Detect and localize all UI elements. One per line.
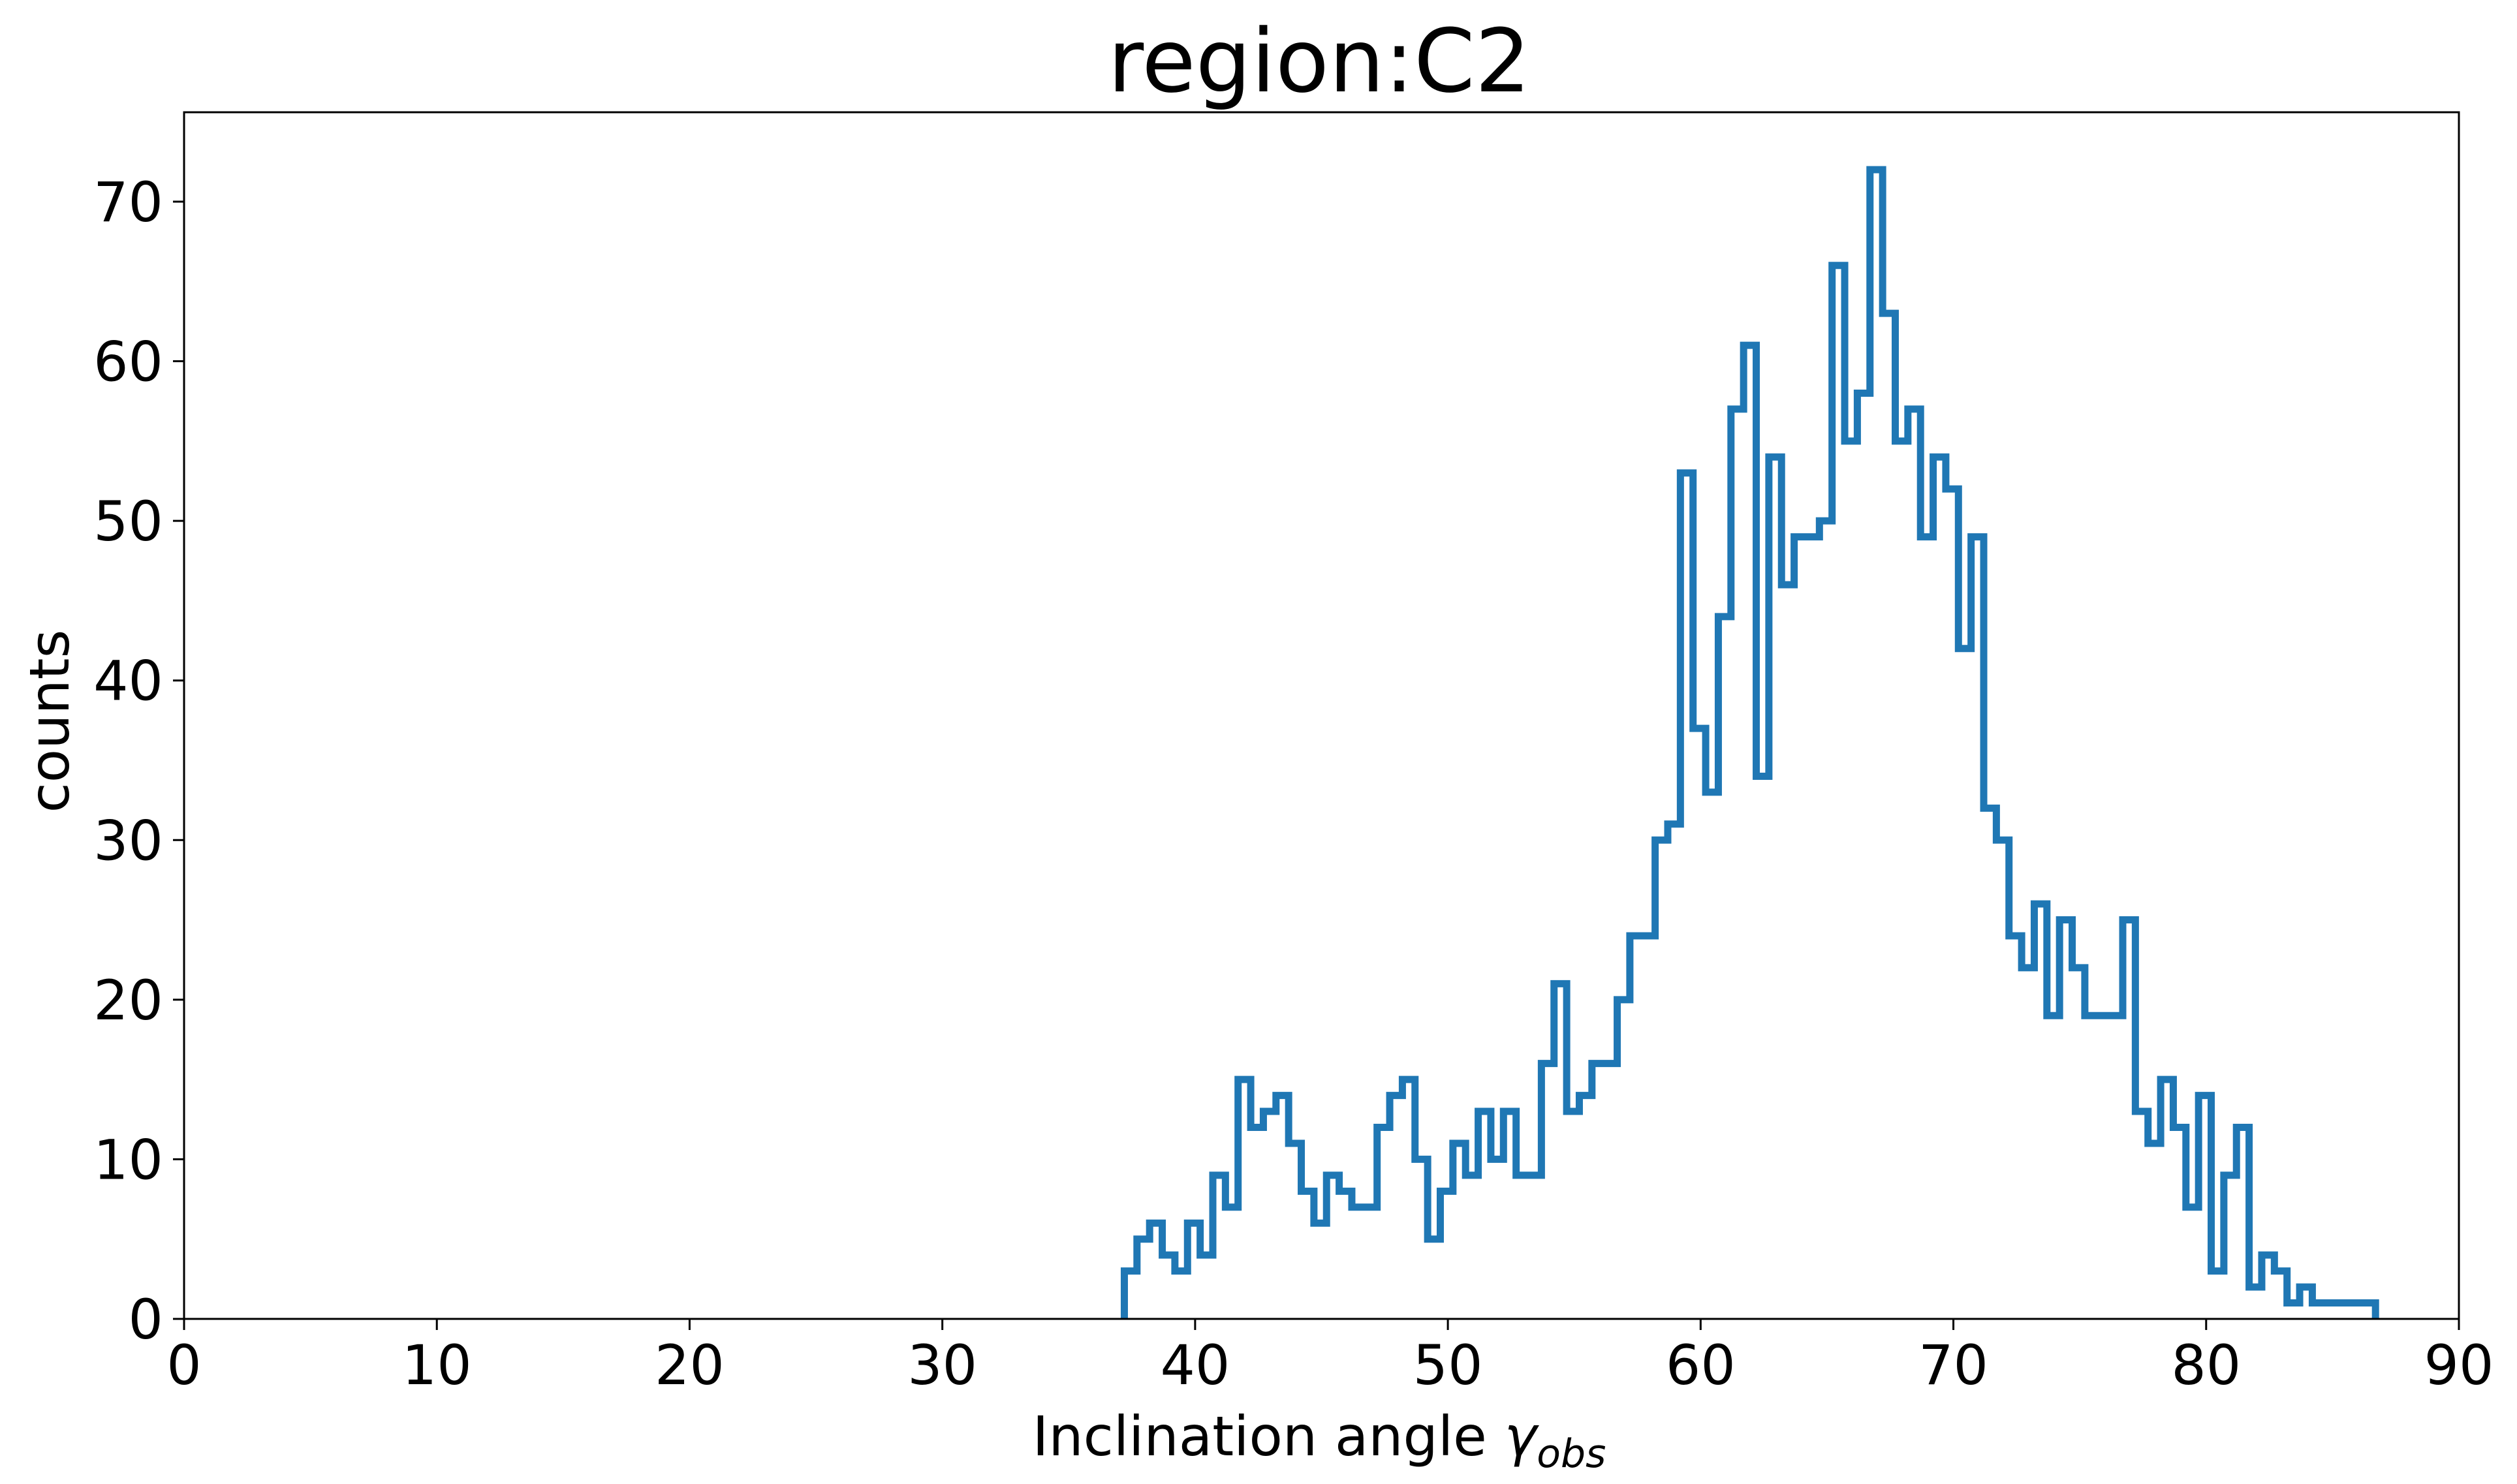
plot-area bbox=[1120, 166, 2379, 1319]
x-tick-label: 60 bbox=[1666, 1333, 1736, 1397]
x-tick-label: 10 bbox=[402, 1333, 472, 1397]
y-axis: 0 10 20 30 40 50 60 70 bbox=[93, 170, 184, 1352]
y-tick-label: 30 bbox=[93, 809, 163, 873]
x-axis-label: Inclination angle γobs bbox=[1033, 1404, 1606, 1477]
y-tick-label: 0 bbox=[129, 1288, 163, 1352]
x-axis-label-subscript: obs bbox=[1537, 1431, 1606, 1477]
x-tick-label: 70 bbox=[1918, 1333, 1988, 1397]
x-tick-label: 80 bbox=[2171, 1333, 2241, 1397]
chart-title: region:C2 bbox=[1108, 10, 1531, 112]
x-tick-label: 30 bbox=[907, 1333, 977, 1397]
plot-frame bbox=[183, 111, 2460, 1320]
x-tick-label: 0 bbox=[166, 1333, 201, 1397]
y-tick-label: 70 bbox=[93, 170, 163, 234]
y-axis-label: counts bbox=[18, 630, 82, 813]
x-tick-label: 20 bbox=[655, 1333, 725, 1397]
x-axis: 0 10 20 30 40 50 60 70 80 90 bbox=[166, 1319, 2494, 1397]
x-axis-label-symbol: γ bbox=[1505, 1404, 1540, 1468]
y-tick-label: 60 bbox=[93, 330, 163, 394]
x-tick-label: 40 bbox=[1160, 1333, 1230, 1397]
x-axis-label-text: Inclination angle bbox=[1033, 1404, 1505, 1468]
y-tick-label: 10 bbox=[93, 1128, 163, 1192]
x-tick-label: 50 bbox=[1413, 1333, 1483, 1397]
x-tick-label: 90 bbox=[2424, 1333, 2494, 1397]
y-tick-label: 50 bbox=[93, 489, 163, 553]
y-tick-label: 40 bbox=[93, 649, 163, 713]
y-tick-label: 20 bbox=[93, 968, 163, 1032]
histogram-step-line bbox=[1120, 166, 2379, 1319]
